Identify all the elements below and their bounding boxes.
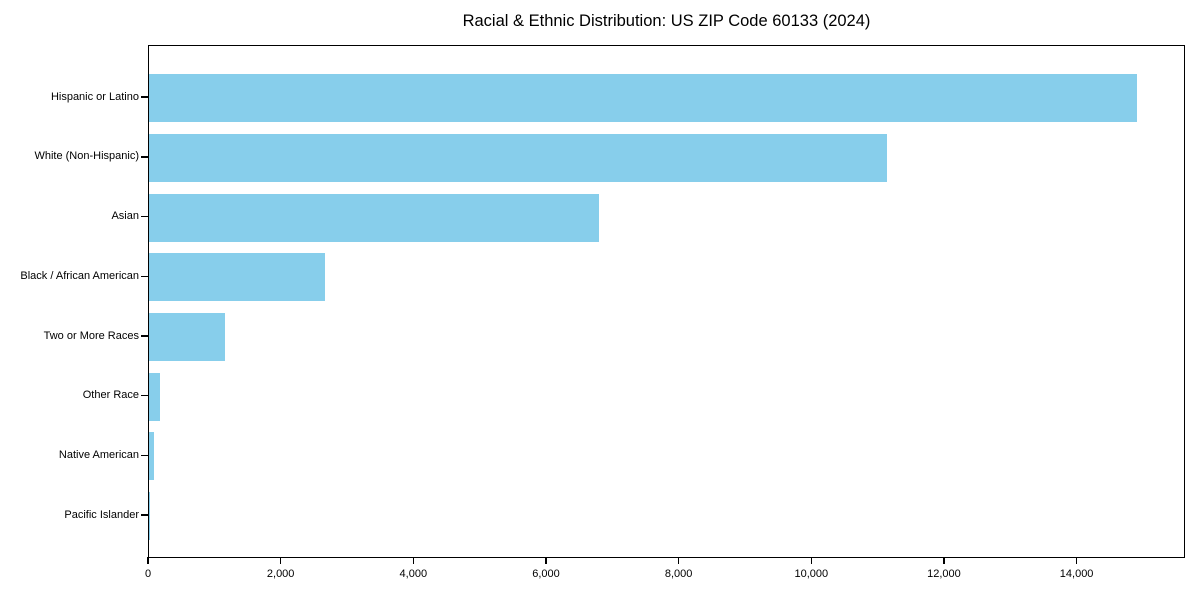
- y-tick-mark: [141, 454, 148, 457]
- y-tick-mark: [141, 96, 148, 98]
- x-tick-mark: [810, 557, 813, 564]
- x-tick-mark: [412, 557, 415, 564]
- bar-hispanic-or-latino: [149, 74, 1137, 123]
- y-tick-mark: [141, 335, 148, 337]
- x-tick-label-12000: 12,000: [927, 568, 961, 580]
- y-tick-label-two-or-more-races: Two or More Races: [43, 329, 139, 342]
- x-tick-label-14000: 14,000: [1059, 568, 1094, 580]
- y-tick-label-asian: Asian: [111, 210, 139, 223]
- bar-other-race: [149, 372, 160, 421]
- y-tick-mark: [141, 275, 148, 278]
- bar-two-or-more-races: [149, 313, 225, 361]
- chart-title: Racial & Ethnic Distribution: US ZIP Cod…: [462, 12, 871, 30]
- y-tick-label-pacific-islander: Pacific Islander: [64, 508, 139, 521]
- bar-black-african-american: [149, 253, 325, 302]
- y-tick-label-other-race: Other Race: [82, 389, 139, 402]
- y-tick-mark: [141, 156, 148, 158]
- y-tick-mark: [141, 514, 148, 516]
- plot-area: [148, 45, 1185, 558]
- x-tick-label-8000: 8,000: [664, 568, 693, 580]
- x-tick-label-10000: 10,000: [794, 568, 829, 580]
- x-tick-mark: [943, 557, 945, 564]
- x-tick-label-0: 0: [144, 568, 152, 580]
- x-tick-label-6000: 6,000: [532, 568, 560, 580]
- bar-native-american: [149, 432, 154, 481]
- x-tick-mark: [147, 557, 149, 564]
- y-tick-label-native-american: Native American: [58, 448, 139, 461]
- x-tick-mark: [545, 557, 547, 564]
- y-tick-mark: [141, 215, 148, 218]
- x-tick-mark: [279, 557, 282, 564]
- bar-asian: [149, 193, 600, 242]
- bar-white-non-hispanic: [149, 133, 887, 182]
- y-tick-label-hispanic-or-latino: Hispanic or Latino: [50, 90, 139, 103]
- x-tick-mark: [1075, 557, 1078, 564]
- y-tick-label-black-african-american: Black / African American: [20, 269, 139, 282]
- y-tick-mark: [141, 394, 148, 397]
- x-tick-label-4000: 4,000: [399, 568, 428, 580]
- bar-pacific-islander: [149, 492, 150, 541]
- y-tick-label-white-non-hispanic: White (Non-Hispanic): [34, 150, 139, 163]
- x-tick-mark: [677, 557, 680, 564]
- x-tick-label-2000: 2,000: [266, 568, 295, 580]
